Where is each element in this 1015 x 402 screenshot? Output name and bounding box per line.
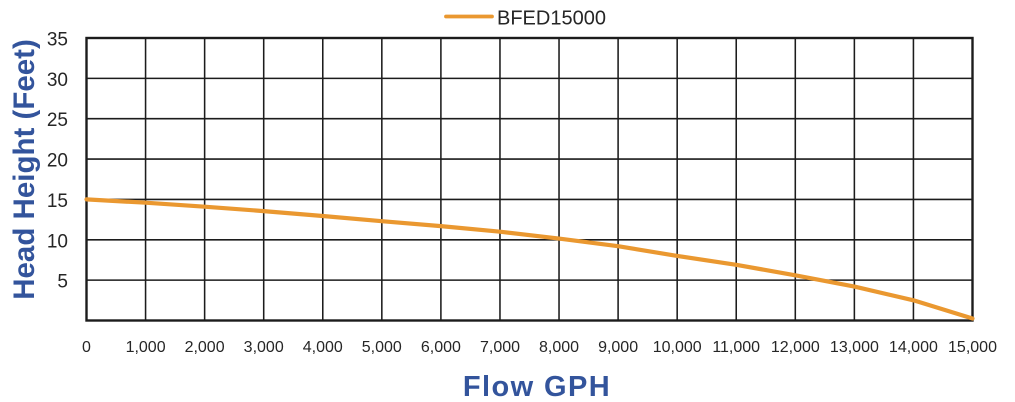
- svg-text:Head Height (Feet): Head Height (Feet): [8, 39, 41, 300]
- svg-text:8,000: 8,000: [539, 339, 579, 356]
- svg-text:1,000: 1,000: [126, 339, 166, 356]
- svg-text:5: 5: [57, 272, 68, 293]
- svg-text:7,000: 7,000: [480, 339, 520, 356]
- svg-text:13,000: 13,000: [830, 339, 879, 356]
- svg-text:14,000: 14,000: [889, 339, 938, 356]
- svg-text:6,000: 6,000: [421, 339, 461, 356]
- svg-text:2,000: 2,000: [185, 339, 225, 356]
- svg-text:0: 0: [82, 339, 91, 356]
- svg-text:4,000: 4,000: [303, 339, 343, 356]
- svg-text:15: 15: [47, 191, 68, 212]
- svg-text:10,000: 10,000: [653, 339, 702, 356]
- svg-text:Flow GPH: Flow GPH: [463, 371, 611, 402]
- svg-text:35: 35: [47, 30, 68, 51]
- svg-text:12,000: 12,000: [771, 339, 820, 356]
- svg-text:3,000: 3,000: [244, 339, 284, 356]
- svg-text:BFED15000: BFED15000: [497, 7, 606, 29]
- svg-text:25: 25: [47, 110, 68, 131]
- svg-text:15,000: 15,000: [948, 339, 997, 356]
- svg-text:20: 20: [47, 151, 68, 172]
- svg-text:11,000: 11,000: [712, 339, 760, 356]
- svg-text:9,000: 9,000: [598, 339, 638, 356]
- svg-text:30: 30: [47, 70, 68, 91]
- svg-text:10: 10: [47, 231, 68, 252]
- svg-text:5,000: 5,000: [362, 339, 402, 356]
